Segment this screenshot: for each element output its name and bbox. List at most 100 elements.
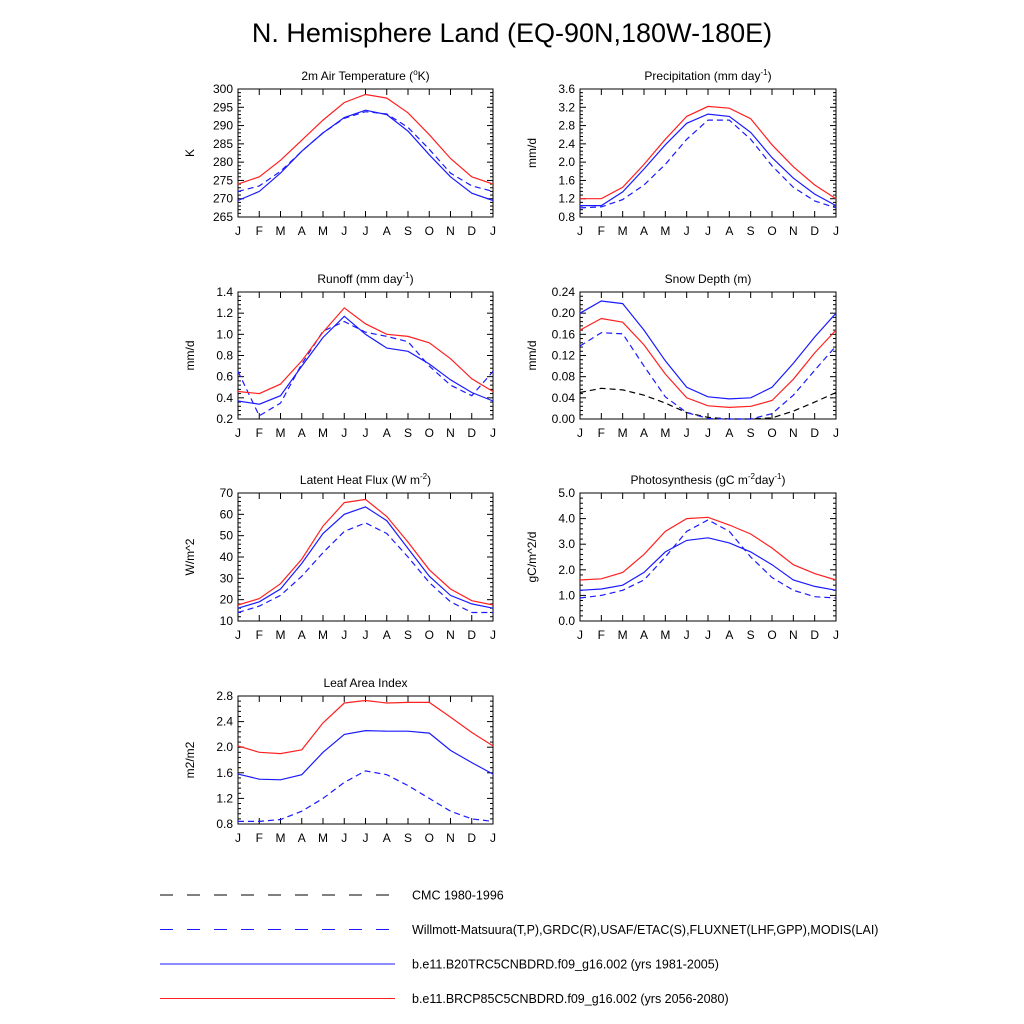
x-tick-label: J [363, 628, 369, 642]
x-tick-label: J [705, 628, 711, 642]
y-tick-label: 70 [220, 486, 234, 500]
x-tick-label: J [490, 628, 496, 642]
x-tick-label: F [598, 628, 605, 642]
x-tick-label: D [467, 224, 476, 238]
y-tick-label: 40 [220, 550, 234, 564]
series-line-b20tr [237, 506, 494, 609]
y-axis-label: m2/m2 [183, 741, 197, 778]
plot-frame [237, 291, 494, 420]
y-tick-label: 0.24 [552, 285, 576, 299]
y-tick-label: 2.0 [558, 563, 575, 577]
series-line-brcp85 [237, 699, 494, 755]
y-tick-label: 2.8 [558, 119, 575, 133]
y-axis-label: mm/d [525, 341, 539, 371]
x-tick-label: J [684, 426, 690, 440]
panel-title: Runoff (mm day-1) [317, 271, 413, 286]
plot-frame [579, 88, 837, 218]
x-tick-label: F [598, 426, 605, 440]
y-tick-label: 0.8 [558, 210, 575, 224]
y-tick-label: 1.2 [216, 791, 233, 805]
panel-precipitation: Precipitation (mm day-1) 0.8 1.2 1.6 2.0 2.4 2… [525, 68, 839, 238]
x-tick-label: A [383, 831, 391, 845]
x-tick-label: A [298, 224, 306, 238]
y-tick-label: 10 [220, 614, 234, 628]
x-tick-label: J [341, 224, 347, 238]
y-tick-label: 5.0 [558, 486, 575, 500]
x-tick-label: N [789, 426, 798, 440]
y-tick-label: 300 [213, 82, 233, 96]
series-line-b20tr [237, 729, 494, 781]
y-tick-label: 1.2 [216, 306, 233, 320]
y-tick-label: 50 [220, 529, 234, 543]
panel-latent-heat-flux: Latent Heat Flux (W m-2) 10 20 30 40 50 60 70 J F… [183, 472, 496, 642]
x-tick-label: J [490, 224, 496, 238]
x-tick-label: A [383, 224, 391, 238]
y-axis-label: mm/d [525, 138, 539, 168]
y-tick-label: 0.8 [216, 817, 233, 831]
x-tick-label: N [789, 224, 798, 238]
y-tick-label: 1.4 [216, 285, 233, 299]
series-line-b20tr [580, 113, 837, 207]
series-line-obs [237, 522, 493, 614]
plot-frame [237, 492, 494, 622]
x-tick-label: M [660, 224, 670, 238]
panel-photosynthesis: Photosynthesis (gC m-2day-1) 0.0 1.0 2.0 3.0… [525, 472, 839, 642]
x-tick-label: J [341, 831, 347, 845]
y-tick-label: 2.4 [216, 715, 233, 729]
x-tick-label: J [684, 224, 690, 238]
x-tick-label: S [404, 831, 412, 845]
y-tick-label: 2.0 [558, 155, 575, 169]
x-tick-label: F [256, 224, 263, 238]
x-tick-label: A [298, 628, 306, 642]
x-tick-label: J [341, 426, 347, 440]
panel-title: Leaf Area Index [323, 676, 407, 690]
x-tick-label: A [725, 426, 733, 440]
y-axis-label: mm/d [183, 341, 197, 371]
x-tick-label: D [810, 426, 819, 440]
x-tick-label: N [446, 224, 455, 238]
x-tick-label: S [747, 426, 755, 440]
y-axis-label: gC/m^2/d [525, 532, 539, 583]
x-tick-label: S [404, 224, 412, 238]
x-tick-label: M [318, 628, 328, 642]
y-tick-label: 30 [220, 571, 234, 585]
y-tick-label: 60 [220, 507, 234, 521]
y-axis-label: K [183, 149, 197, 157]
x-tick-label: N [789, 628, 798, 642]
x-tick-label: J [684, 628, 690, 642]
x-tick-label: O [425, 831, 434, 845]
panel-title: Latent Heat Flux (W m-2) [300, 472, 431, 487]
y-tick-label: 3.2 [558, 100, 575, 114]
x-tick-label: M [618, 224, 628, 238]
panel-title: 2m Air Temperature (oK) [301, 68, 429, 83]
y-tick-label: 0.20 [552, 306, 576, 320]
x-tick-label: A [640, 426, 648, 440]
x-tick-label: N [446, 426, 455, 440]
x-tick-label: A [298, 426, 306, 440]
series-line-b20tr [579, 300, 837, 400]
y-tick-label: 0.12 [552, 349, 576, 363]
x-tick-label: J [490, 426, 496, 440]
x-tick-label: J [833, 628, 839, 642]
y-tick-label: 3.0 [558, 537, 575, 551]
x-tick-label: O [767, 224, 776, 238]
x-tick-label: M [276, 426, 286, 440]
y-tick-label: 0.0 [558, 614, 575, 628]
x-tick-label: A [383, 426, 391, 440]
x-tick-label: A [640, 224, 648, 238]
y-tick-label: 265 [213, 210, 233, 224]
plot-frame [237, 695, 494, 825]
panel-runoff: Runoff (mm day-1) 0.2 0.4 0.6 0.8 1.0 1.2 1.4 J F… [183, 271, 496, 440]
x-tick-label: M [618, 628, 628, 642]
x-tick-label: J [235, 426, 241, 440]
y-tick-label: 2.8 [216, 689, 233, 703]
plot-frame [579, 291, 837, 420]
x-tick-label: J [577, 628, 583, 642]
x-tick-label: J [490, 831, 496, 845]
series-line-obs [579, 519, 837, 599]
x-tick-label: D [810, 628, 819, 642]
x-tick-label: M [318, 831, 328, 845]
x-tick-label: J [833, 426, 839, 440]
